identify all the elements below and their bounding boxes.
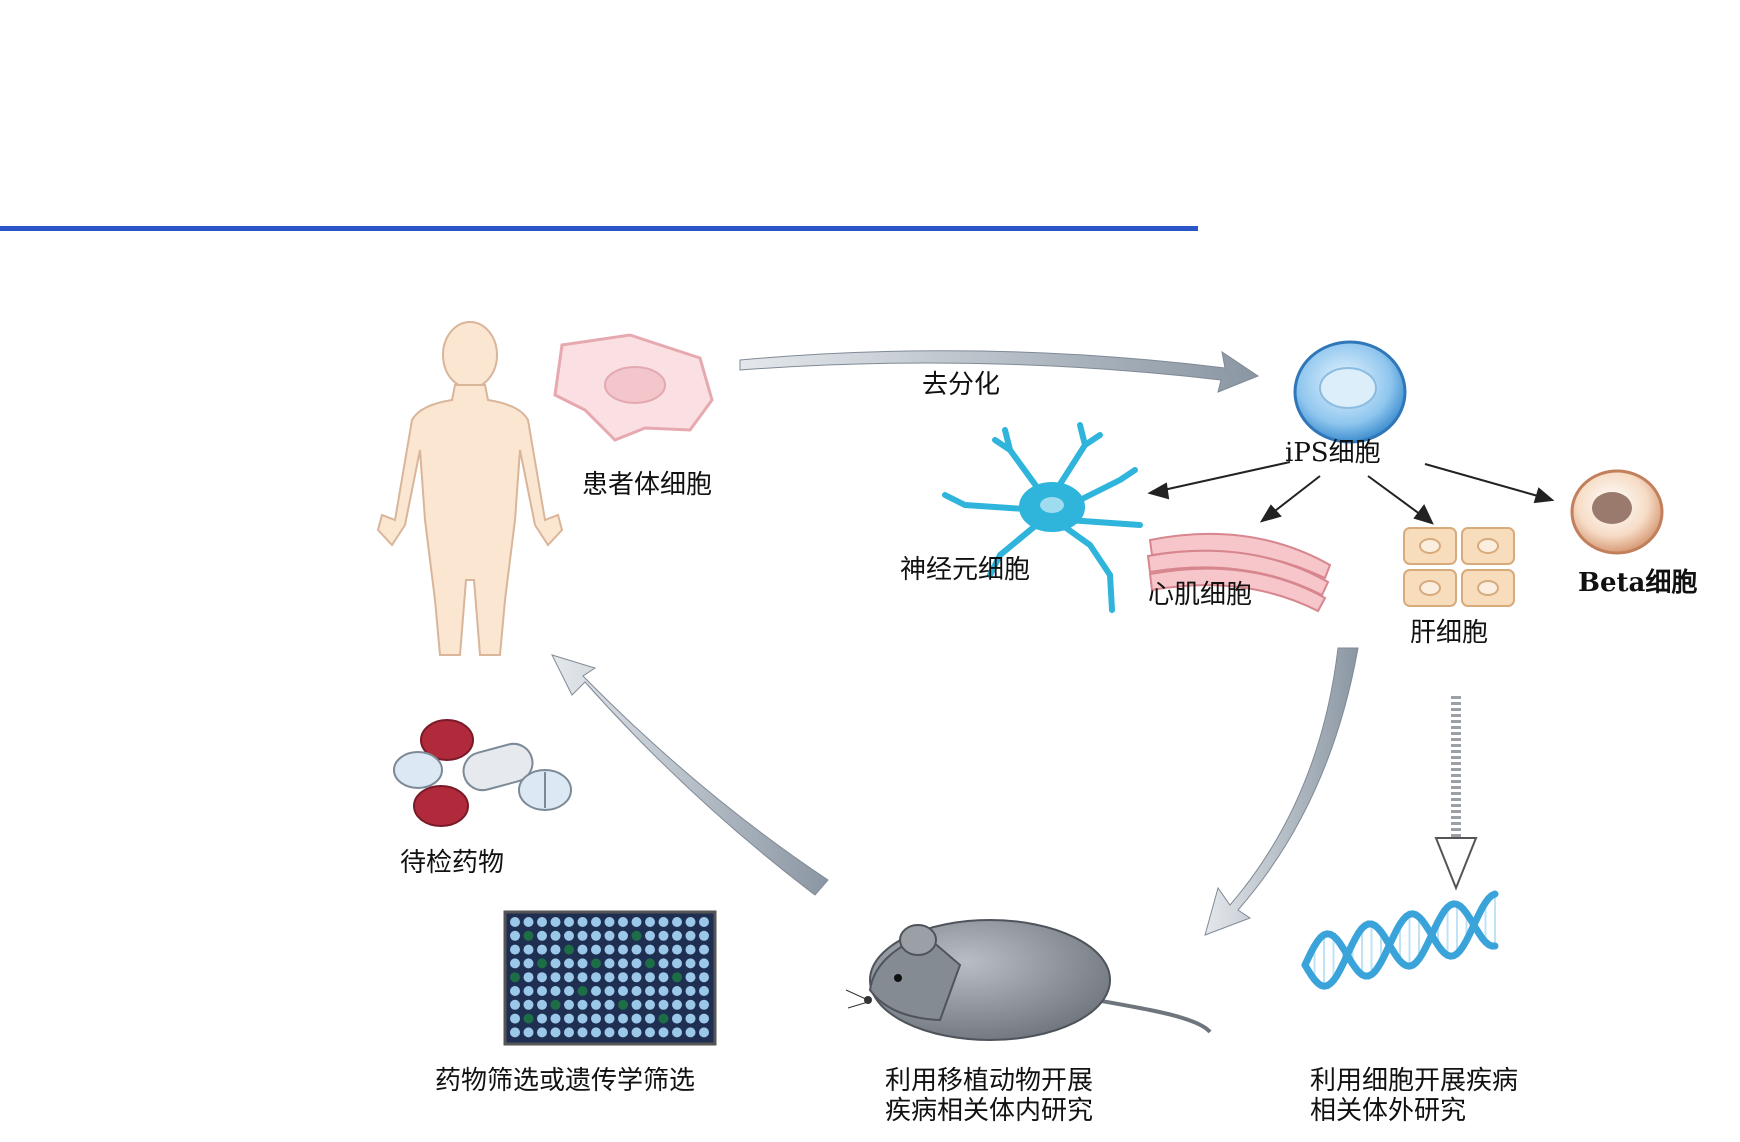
differentiation-arrows bbox=[1147, 461, 1555, 525]
beta-cell-icon bbox=[1570, 469, 1664, 555]
human-figure-icon bbox=[376, 321, 564, 656]
pills-icon bbox=[393, 719, 572, 827]
in-vitro-label-line2: 相关体外研究 bbox=[1310, 1096, 1467, 1126]
cardiomyocytes-label: 心肌细胞 bbox=[1148, 580, 1253, 610]
beta-cells-label: Beta细胞 bbox=[1578, 568, 1698, 598]
hepatocyte-icon bbox=[1403, 527, 1515, 607]
neuron-cells-label: 神经元细胞 bbox=[900, 555, 1031, 585]
in-vivo-arrow bbox=[1204, 647, 1359, 936]
in-vitro-label-line1: 利用细胞开展疾病 bbox=[1310, 1066, 1519, 1096]
in-vitro-label: 利用细胞开展疾病 相关体外研究 bbox=[1310, 1066, 1518, 1126]
neuron-icon bbox=[942, 422, 1143, 613]
return-arrow bbox=[551, 654, 829, 896]
mouse-icon bbox=[845, 919, 1212, 1041]
in-vivo-label-line1: 利用移植动物开展 bbox=[885, 1066, 1094, 1096]
header-rule bbox=[0, 226, 1198, 231]
in-vivo-label-line2: 疾病相关体内研究 bbox=[885, 1096, 1094, 1126]
drugs-label: 待检药物 bbox=[400, 848, 505, 878]
dedifferentiation-label: 去分化 bbox=[922, 370, 1001, 400]
somatic-cell-icon bbox=[553, 333, 714, 442]
cardiomyocyte-icon bbox=[1146, 532, 1332, 613]
dna-icon bbox=[1301, 890, 1499, 990]
ips-cells-label: iPS细胞 bbox=[1285, 438, 1381, 468]
screening-label: 药物筛选或遗传学筛选 bbox=[435, 1066, 696, 1096]
in-vitro-arrow bbox=[1434, 696, 1478, 891]
dedifferentiation-arrow bbox=[739, 350, 1260, 393]
well-plate-icon bbox=[503, 910, 717, 1046]
in-vivo-label: 利用移植动物开展 疾病相关体内研究 bbox=[885, 1066, 1093, 1126]
ips-cell-icon bbox=[1293, 340, 1407, 444]
hepatocytes-label: 肝细胞 bbox=[1410, 618, 1489, 648]
patient-cells-label: 患者体细胞 bbox=[582, 470, 713, 500]
